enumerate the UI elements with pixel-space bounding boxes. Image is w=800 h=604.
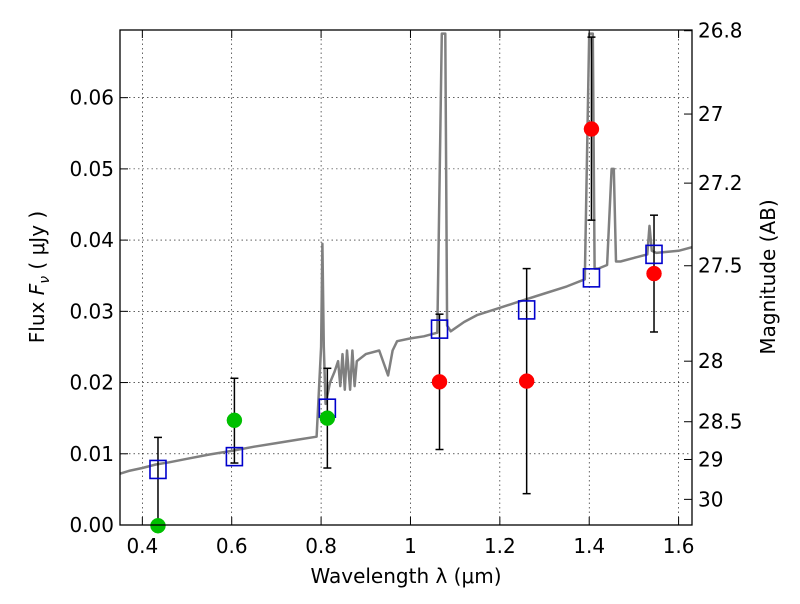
x-tick-label: 0.6 <box>216 534 248 558</box>
x-tick-label: 0.4 <box>126 534 158 558</box>
x-tick-label: 1.6 <box>663 534 695 558</box>
y2-axis-label: Magnitude (AB) <box>756 199 780 354</box>
model-photometry-square <box>149 459 167 480</box>
y-tick-label: 0.05 <box>69 157 114 181</box>
green-observed-point <box>150 517 166 534</box>
y-tick-label: 0.06 <box>69 86 114 110</box>
green-observed-point <box>226 412 243 429</box>
model-photometry-square <box>517 300 536 320</box>
model-photometry-square <box>225 446 244 467</box>
x-axis-label: Wavelength λ (μm) <box>310 564 501 588</box>
y2-tick-label: 29 <box>698 447 723 471</box>
y-axis-label-subscript: ν <box>37 276 53 284</box>
y2-tick-label: 27.5 <box>698 254 743 278</box>
y-axis-label-prefix: Flux <box>25 295 49 343</box>
x-tick-label: 0.8 <box>305 534 337 558</box>
y-axis-label-suffix: ( μJy ) <box>25 211 49 276</box>
y2-tick-label: 27 <box>698 102 723 126</box>
y-tick-label: 0.02 <box>69 371 114 395</box>
y2-tick-label: 28 <box>698 349 723 373</box>
tick-marks <box>120 30 692 526</box>
red-observed-point <box>646 265 662 282</box>
x-tick-label: 1 <box>404 534 417 558</box>
x-tick-label: 1.4 <box>573 534 605 558</box>
red-observed-point <box>431 374 448 390</box>
red-observed-point <box>518 373 535 389</box>
red-observed-point <box>583 121 600 137</box>
x-tick-label: 1.2 <box>484 534 516 558</box>
y-tick-label: 0.00 <box>69 513 114 537</box>
y-tick-label: 0.03 <box>69 299 114 323</box>
y2-tick-label: 28.5 <box>698 410 743 434</box>
green-observed-point <box>319 410 336 426</box>
model-spectrum-line <box>120 32 692 475</box>
y-tick-label: 0.04 <box>69 228 114 252</box>
series-layer <box>120 32 692 475</box>
tick-labels: 0.4 0.6 0.8 1 1.2 1.4 1.6 0.00 0.01 0.02 0.03 0.04 0… <box>69 19 742 558</box>
y2-tick-label: 27.2 <box>698 171 743 195</box>
y2-tick-label: 30 <box>698 487 723 511</box>
model-photometry-square <box>645 244 663 265</box>
plot-background <box>120 30 692 525</box>
y-axis-label-symbol: F <box>25 283 49 295</box>
model-photometry-square <box>582 268 601 288</box>
plot-frame <box>119 29 693 526</box>
y-axis-label: Flux Fν ( μJy ) <box>25 211 53 343</box>
y-tick-label: 0.01 <box>69 442 114 466</box>
marker-layer <box>149 36 663 534</box>
y2-tick-label: 26.8 <box>698 19 743 43</box>
model-photometry-square <box>430 319 449 339</box>
